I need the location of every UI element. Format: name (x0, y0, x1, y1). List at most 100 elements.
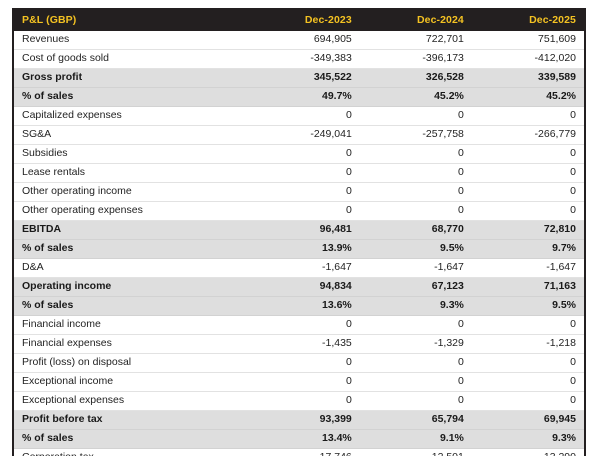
column-header-dec-2023: Dec-2023 (304, 14, 352, 26)
row-value-y2025: -1,647 (471, 258, 584, 278)
row-value-y2025: 45.2% (471, 87, 584, 107)
table-body: Revenues 694,905 722,701 751,609 Cost of goo… (14, 31, 584, 456)
row-value-y2024: -257,758 (359, 125, 472, 145)
row-value-y2025: 69,945 (471, 410, 584, 430)
row-value-y2023: 13.6% (247, 296, 360, 316)
table-row: Lease rentals 0 0 0 (14, 163, 584, 183)
row-value-y2023: 0 (247, 353, 360, 373)
row-value-y2023: -1,435 (247, 334, 360, 354)
pnl-table-container: P&L (GBP) Dec-2023 Dec-2024 Dec-2025 Rev… (12, 8, 586, 456)
table-row: % of sales 13.6% 9.3% 9.5% (14, 296, 584, 316)
table-header-row: P&L (GBP) Dec-2023 Dec-2024 Dec-2025 (14, 10, 584, 31)
row-value-y2025: 0 (471, 315, 584, 335)
row-label: Profit before tax (14, 410, 248, 430)
row-value-y2023: 93,399 (247, 410, 360, 430)
row-value-y2024: 65,794 (359, 410, 472, 430)
row-label: Exceptional income (14, 372, 248, 392)
row-value-y2025: 339,589 (471, 68, 584, 88)
row-label: Revenues (14, 31, 248, 50)
row-value-y2025: -412,020 (471, 49, 584, 69)
row-value-y2024: 0 (359, 144, 472, 164)
table-row: Corporation tax-17,746-12,501-13,290 (14, 448, 584, 456)
row-value-y2023: 94,834 (247, 277, 360, 297)
row-value-y2025: 0 (471, 353, 584, 373)
table-row: Profit before tax 93,399 65,794 69,945 (14, 410, 584, 430)
row-value-y2024: -12,501 (359, 448, 472, 456)
table-row: Subsidies 0 0 0 (14, 144, 584, 164)
row-value-y2023: 0 (247, 182, 360, 202)
row-value-y2025: 9.7% (471, 239, 584, 259)
table-row: % of sales 49.7% 45.2% 45.2% (14, 87, 584, 107)
table-row: D&A -1,647 -1,647 -1,647 (14, 258, 584, 278)
row-value-y2025: -266,779 (471, 125, 584, 145)
table-row: % of sales 13.9% 9.5% 9.7% (14, 239, 584, 259)
row-value-y2024: 0 (359, 182, 472, 202)
row-value-y2025: 0 (471, 201, 584, 221)
row-value-y2024: 0 (359, 163, 472, 183)
row-value-y2024: 326,528 (359, 68, 472, 88)
row-value-y2025: 71,163 (471, 277, 584, 297)
row-value-y2025: 9.3% (471, 429, 584, 449)
row-value-y2024: 68,770 (359, 220, 472, 240)
row-label: Financial expenses (14, 334, 248, 354)
row-value-y2024: -1,329 (359, 334, 472, 354)
row-label: Gross profit (14, 68, 248, 88)
row-label: Capitalized expenses (14, 106, 248, 126)
row-value-y2024: 722,701 (359, 31, 472, 50)
row-label: % of sales (14, 239, 248, 259)
row-value-y2025: 0 (471, 391, 584, 411)
row-label: Other operating income (14, 182, 248, 202)
table-head: P&L (GBP) Dec-2023 Dec-2024 Dec-2025 (14, 10, 584, 31)
row-value-y2024: 9.3% (359, 296, 472, 316)
row-label: % of sales (14, 296, 248, 316)
row-value-y2023: 13.4% (247, 429, 360, 449)
row-value-y2024: 0 (359, 315, 472, 335)
row-value-y2023: 49.7% (247, 87, 360, 107)
table-row: Profit (loss) on disposal 0 0 0 (14, 353, 584, 373)
row-value-y2024: 67,123 (359, 277, 472, 297)
row-value-y2023: -1,647 (247, 258, 360, 278)
row-value-y2023: 0 (247, 201, 360, 221)
row-label: D&A (14, 258, 248, 278)
table-row: Other operating expenses 0 0 0 (14, 201, 584, 221)
row-value-y2025: 0 (471, 144, 584, 164)
row-value-y2024: 9.5% (359, 239, 472, 259)
row-value-y2025: 72,810 (471, 220, 584, 240)
row-label: EBITDA (14, 220, 248, 240)
row-value-y2023: -349,383 (247, 49, 360, 69)
column-header-label: P&L (GBP) (22, 14, 77, 26)
row-value-y2025: 9.5% (471, 296, 584, 316)
row-value-y2024: 0 (359, 372, 472, 392)
row-value-y2025: -13,290 (471, 448, 584, 456)
row-value-y2023: -249,041 (247, 125, 360, 145)
row-value-y2023: 13.9% (247, 239, 360, 259)
table-row: Gross profit 345,522 326,528 339,589 (14, 68, 584, 88)
row-value-y2024: 0 (359, 106, 472, 126)
row-label: Cost of goods sold (14, 49, 248, 69)
pnl-table: P&L (GBP) Dec-2023 Dec-2024 Dec-2025 Rev… (14, 10, 584, 456)
row-value-y2025: 0 (471, 182, 584, 202)
table-row: Exceptional income 0 0 0 (14, 372, 584, 392)
row-value-y2025: 0 (471, 106, 584, 126)
row-value-y2025: -1,218 (471, 334, 584, 354)
row-value-y2024: -396,173 (359, 49, 472, 69)
table-row: SG&A -249,041 -257,758 -266,779 (14, 125, 584, 145)
table-row: Cost of goods sold -349,383 -396,173 -412,0… (14, 49, 584, 69)
row-label: Financial income (14, 315, 248, 335)
row-label: % of sales (14, 429, 248, 449)
row-value-y2023: 694,905 (247, 31, 360, 50)
row-value-y2024: 0 (359, 201, 472, 221)
table-row: Operating income 94,834 67,123 71,163 (14, 277, 584, 297)
row-label: Corporation tax (14, 448, 248, 456)
row-value-y2024: -1,647 (359, 258, 472, 278)
row-value-y2023: 0 (247, 163, 360, 183)
row-value-y2023: -17,746 (247, 448, 360, 456)
table-row: EBITDA 96,481 68,770 72,810 (14, 220, 584, 240)
table-row: Financial income 0 0 0 (14, 315, 584, 335)
row-value-y2023: 0 (247, 144, 360, 164)
row-value-y2024: 0 (359, 353, 472, 373)
table-row: Capitalized expenses 0 0 0 (14, 106, 584, 126)
row-value-y2023: 0 (247, 106, 360, 126)
table-row: Exceptional expenses 0 0 0 (14, 391, 584, 411)
